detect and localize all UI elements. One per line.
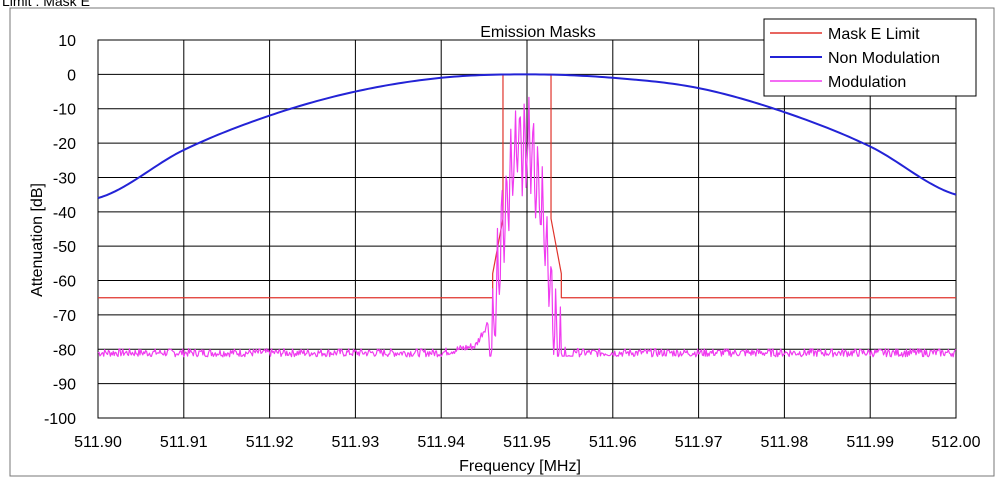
y-tick-label: -80 (53, 342, 76, 359)
chart-frame (9, 7, 995, 477)
x-tick-label: 511.97 (675, 434, 723, 451)
x-tick-label: 511.98 (761, 434, 809, 451)
x-axis-label: Frequency [MHz] (459, 458, 581, 475)
x-tick-label: 511.99 (846, 434, 894, 451)
y-tick-label: -50 (53, 239, 76, 256)
x-tick-label: 511.92 (246, 434, 294, 451)
y-tick-label: -60 (53, 274, 76, 291)
y-tick-label: -40 (53, 205, 76, 222)
y-tick-label: -70 (53, 308, 76, 325)
page-caption: Limit : Mask E (2, 0, 90, 9)
x-tick-label: 511.96 (589, 434, 637, 451)
y-tick-label: -10 (53, 102, 76, 119)
x-tick-label: 511.93 (332, 434, 380, 451)
modulation-line (97, 96, 957, 358)
legend-label: Non Modulation (828, 50, 940, 67)
legend-label: Mask E Limit (828, 26, 920, 43)
grid-lines (97, 39, 957, 419)
legend-label: Modulation (828, 74, 906, 91)
x-tick-label: 511.95 (503, 434, 551, 451)
series-lines (97, 73, 957, 358)
y-tick-label: -100 (44, 411, 76, 428)
x-tick-label: 511.90 (74, 434, 122, 451)
y-tick-label: 0 (67, 67, 76, 84)
x-tick-label: 511.94 (417, 434, 465, 451)
y-tick-label: -30 (53, 170, 76, 187)
y-tick-label: -90 (53, 377, 76, 394)
x-tick-label: 511.91 (160, 434, 208, 451)
y-tick-label: 10 (58, 33, 76, 50)
legend: Mask E Limit Non Modulation Modulation (763, 18, 977, 97)
axes: 10 0 -10 -20 -30 -40 -50 -60 -70 -80 -90 -100 511.90… (44, 33, 981, 451)
chart-title: Emission Masks (480, 24, 596, 41)
x-tick-label: 512.00 (932, 434, 981, 451)
y-tick-label: -20 (53, 136, 76, 153)
y-axis-label: Attenuation [dB] (29, 183, 46, 297)
non-modulation-line (97, 73, 957, 200)
